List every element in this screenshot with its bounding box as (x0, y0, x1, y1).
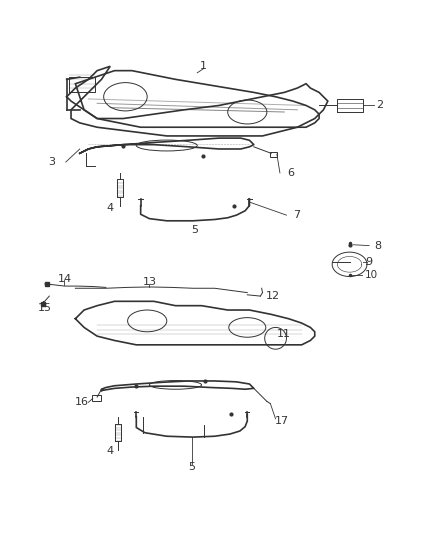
Text: 4: 4 (106, 447, 114, 456)
Text: 16: 16 (75, 397, 89, 407)
Text: 11: 11 (276, 329, 290, 339)
Text: 2: 2 (377, 100, 384, 110)
Text: 4: 4 (106, 203, 114, 213)
Text: 7: 7 (293, 210, 300, 220)
Text: 17: 17 (275, 416, 289, 426)
Text: 5: 5 (191, 224, 198, 235)
Text: 8: 8 (374, 240, 381, 251)
Text: 15: 15 (38, 303, 52, 313)
Text: 1: 1 (200, 61, 207, 71)
Text: 13: 13 (142, 277, 156, 287)
Text: 10: 10 (365, 270, 378, 280)
Text: 3: 3 (48, 157, 55, 167)
Text: 6: 6 (287, 168, 294, 178)
Text: 9: 9 (366, 257, 373, 267)
Text: 14: 14 (57, 273, 71, 284)
Text: 12: 12 (266, 291, 280, 301)
Text: 5: 5 (188, 462, 195, 472)
